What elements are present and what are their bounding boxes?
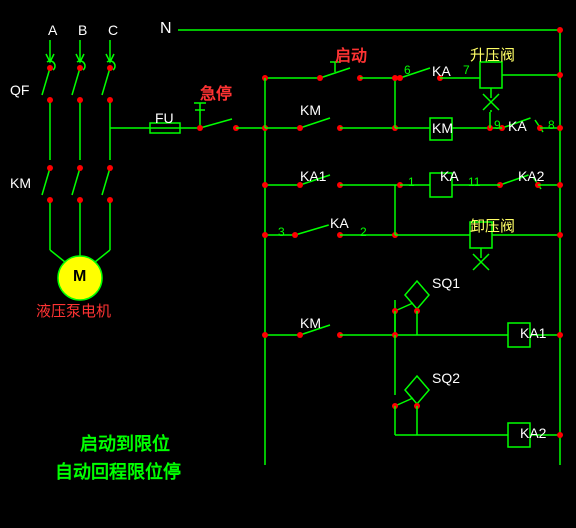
km-coil-label: KM — [432, 120, 453, 136]
km-aux1-label: KM — [300, 102, 321, 118]
estop-label: 急停 — [200, 80, 232, 104]
km-aux2-label: KM — [300, 315, 321, 331]
node-6: 6 — [404, 63, 411, 77]
ka-nc-label: KA — [508, 118, 527, 134]
node-7: 7 — [463, 63, 470, 77]
phase-c-label: C — [108, 22, 118, 38]
down-valve-label: 卸压阀 — [470, 215, 515, 236]
node-8: 8 — [548, 118, 555, 132]
km-main-label: KM — [10, 175, 31, 191]
neutral-label: N — [160, 20, 172, 38]
note-line1: 启动到限位 — [80, 430, 170, 456]
sq2-label: SQ2 — [432, 370, 460, 386]
ka1-coil-label: KA1 — [520, 325, 546, 341]
ka-coil2-label: KA — [440, 168, 459, 184]
ka2-contact-label: KA2 — [518, 168, 544, 184]
node-9: 9 — [494, 118, 501, 132]
phase-a-label: A — [48, 22, 57, 38]
fu-label: FU — [155, 110, 174, 126]
start-label: 启动 — [335, 42, 367, 66]
node-3: 3 — [278, 225, 285, 239]
phase-b-label: B — [78, 22, 87, 38]
ka2-coil-label: KA2 — [520, 425, 546, 441]
sq1-label: SQ1 — [432, 275, 460, 291]
ka-coil1-label: KA — [432, 63, 451, 79]
node-2: 2 — [360, 225, 367, 239]
qf-label: QF — [10, 82, 29, 98]
motor-label: 液压泵电机 — [36, 300, 111, 321]
note-line2: 自动回程限位停 — [55, 458, 181, 484]
up-valve-label: 升压阀 — [470, 44, 515, 65]
node-1: 1 — [408, 175, 415, 189]
node-11: 11 — [468, 175, 480, 189]
ka1-contact-label: KA1 — [300, 168, 326, 184]
motor-m: M — [73, 268, 86, 286]
ka-contact-label: KA — [330, 215, 349, 231]
